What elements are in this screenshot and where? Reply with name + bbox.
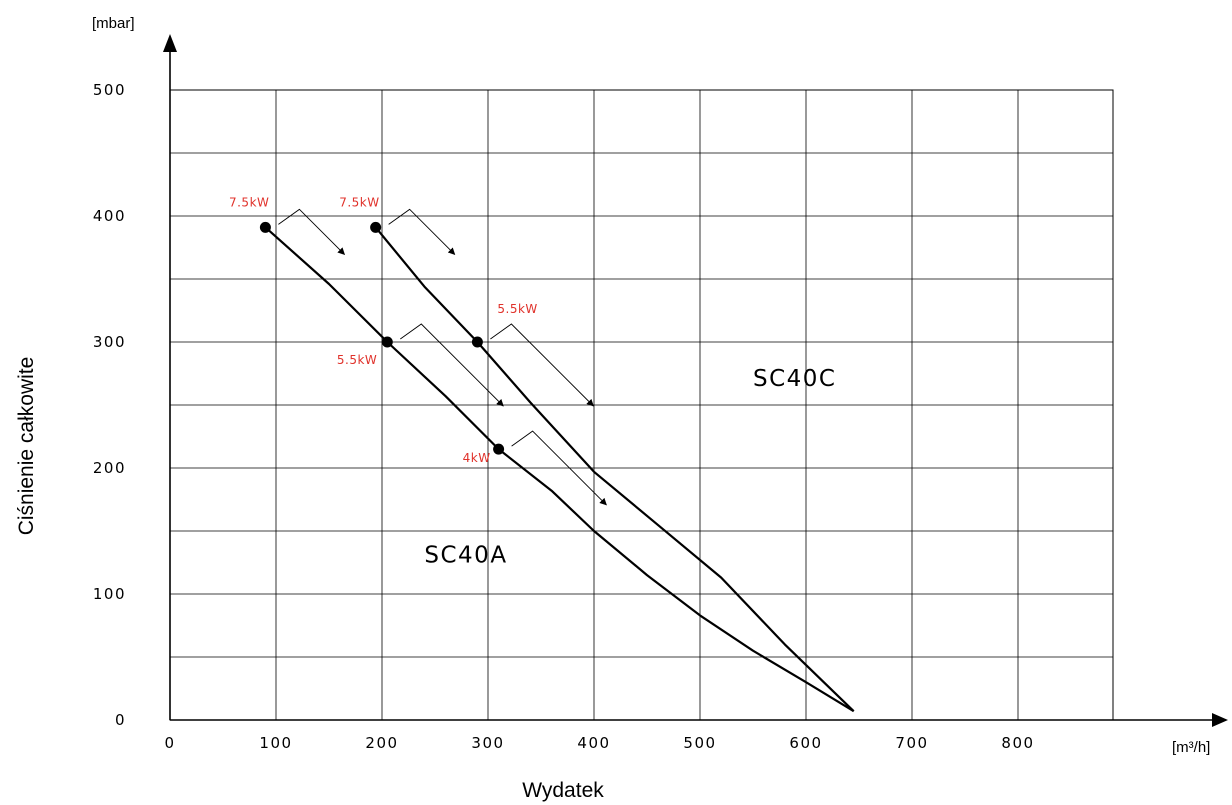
series-line-sc40c [374, 226, 855, 712]
x-tick-label: 800 [1001, 734, 1034, 752]
series-label-sc40a: SC40A [424, 543, 507, 569]
x-axis-arrow [1212, 713, 1228, 727]
operating-point-marker [259, 221, 271, 233]
tick-labels: 0 100 200 300 400 500 600 700 800 0 100 200 300 400 50… [93, 81, 1034, 752]
direction-arrow [511, 430, 607, 506]
y-tick-label: 500 [93, 81, 126, 99]
y-tick-label: 400 [93, 207, 126, 225]
x-tick-label: 500 [683, 734, 716, 752]
x-tick-label: 100 [259, 734, 292, 752]
power-label: 7.5kW [229, 195, 269, 209]
grid [169, 89, 1114, 721]
axes [163, 34, 1228, 727]
power-label: 5.5kW [337, 353, 377, 367]
power-annotations: 7.5kW 5.5kW 4kW 7.5kW 5.5kW [229, 195, 607, 506]
x-tick-label: 200 [365, 734, 398, 752]
y-tick-label: 0 [115, 711, 126, 729]
series-line-sc40a [264, 226, 855, 713]
y-axis-arrow [163, 34, 177, 52]
x-axis-unit: [m³/h] [1172, 739, 1210, 756]
y-tick-label: 100 [93, 585, 126, 603]
direction-arrow [400, 323, 504, 407]
operating-point-marker [370, 221, 382, 233]
x-tick-label: 400 [577, 734, 610, 752]
power-label: 4kW [463, 451, 491, 465]
operating-point-marker [493, 443, 505, 455]
x-tick-label: 0 [164, 734, 175, 752]
x-axis-title: Wydatek [522, 779, 604, 802]
y-axis-unit: [mbar] [92, 15, 135, 32]
x-tick-label: 700 [895, 734, 928, 752]
operating-point-marker [471, 336, 483, 348]
direction-arrow [388, 208, 456, 255]
series-label-sc40c: SC40C [753, 366, 837, 392]
direction-arrow [278, 208, 346, 255]
operating-point-marker [381, 336, 393, 348]
y-axis-title: Ciśnienie całkowite [15, 357, 38, 536]
x-tick-label: 600 [789, 734, 822, 752]
y-tick-label: 300 [93, 333, 126, 351]
direction-arrow [490, 323, 594, 407]
power-label: 7.5kW [339, 195, 379, 209]
y-tick-label: 200 [93, 459, 126, 477]
power-label: 5.5kW [497, 302, 537, 316]
x-tick-label: 300 [471, 734, 504, 752]
curves: SC40A SC40C [264, 226, 855, 713]
